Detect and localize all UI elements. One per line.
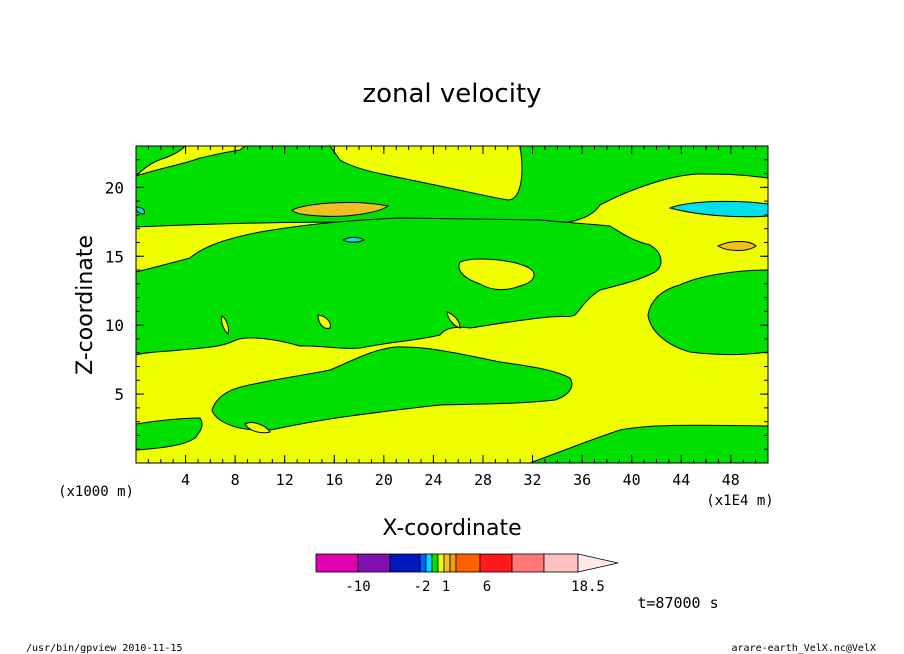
plot-frame [135,145,769,464]
x-unit-label: (x1E4 m) [706,493,773,509]
footer-right: arare-earth_VelX.nc@VelX [732,643,877,654]
contour-region-cyan-2 [342,236,365,243]
x-tick-label: 28 [474,471,492,489]
x-tick-label: 12 [276,471,294,489]
contour-island-yellow-4 [446,311,461,329]
colorbar-swatch [419,553,427,573]
contour-region-cyan-1 [668,200,768,218]
x-tick-label: 8 [231,471,240,489]
y-unit-label: (x1000 m) [58,484,134,500]
plot-area [135,145,769,464]
colorbar-arrow [577,553,619,573]
contour-region-green-right [647,269,768,356]
colorbar-swatch [425,553,433,573]
contour-island-yellow-1 [458,258,535,291]
contour-region-cyan-3 [136,206,145,215]
colorbar-tick-label: -10 [345,579,370,595]
contour-island-yellow-3 [221,315,229,335]
y-tick-label: 15 [105,247,124,266]
contour-region-orange-2 [716,241,757,251]
chart-title: zonal velocity [362,79,541,109]
colorbar-swatch [443,553,451,573]
footer-left: /usr/bin/gpview 2010-11-15 [26,643,183,654]
colorbar-labels: -10 -2 1 6 18.5 [345,579,605,595]
contour-region-green-top [136,146,186,177]
colorbar-swatch [431,553,439,573]
contour-region-green-lower [211,346,573,431]
x-tick-label: 40 [623,471,641,489]
colorbar-swatch [357,553,391,573]
y-tick-label: 10 [105,316,124,335]
contour-region-green-middle [136,217,662,356]
colorbar-swatch [449,553,457,573]
colorbar-swatch [455,553,481,573]
x-tick-label: 48 [722,471,740,489]
colorbar-tick-label: 18.5 [571,579,605,595]
x-tick-label: 4 [181,471,190,489]
x-tick-label: 20 [375,471,393,489]
x-tick-label: 36 [573,471,591,489]
colorbar-swatch [389,553,421,573]
colorbar-tick-label: 1 [442,579,450,595]
y-axis: 5 10 15 20 [105,159,768,450]
colorbar [315,553,619,573]
y-tick-label: 20 [105,178,124,197]
colorbar-tick-label: 6 [483,579,491,595]
colorbar-swatch [437,553,445,573]
colorbar-tick-label: -2 [414,579,431,595]
y-axis-label: Z-coordinate [73,235,98,375]
x-tick-label: 24 [424,471,442,489]
contour-region-orange-1 [291,202,390,217]
colorbar-swatch [543,553,579,573]
colorbar-swatch [315,553,359,573]
x-tick-label: 16 [325,471,343,489]
x-tick-label: 44 [672,471,690,489]
y-tick-label: 5 [114,385,124,404]
contour-island-yellow-5 [244,422,271,434]
colorbar-swatch [479,553,513,573]
x-tick-label: 32 [524,471,542,489]
contour-region-green-bottom [136,417,203,451]
colorbar-swatch [511,553,545,573]
time-label: t=87000 s [637,594,718,612]
x-axis-label: X-coordinate [382,516,521,541]
x-axis: 4 8 12 16 20 24 28 32 36 40 44 48 [147,146,757,489]
contour-region-green-bottom-right [529,424,768,463]
contour-island-yellow-2 [317,314,331,329]
